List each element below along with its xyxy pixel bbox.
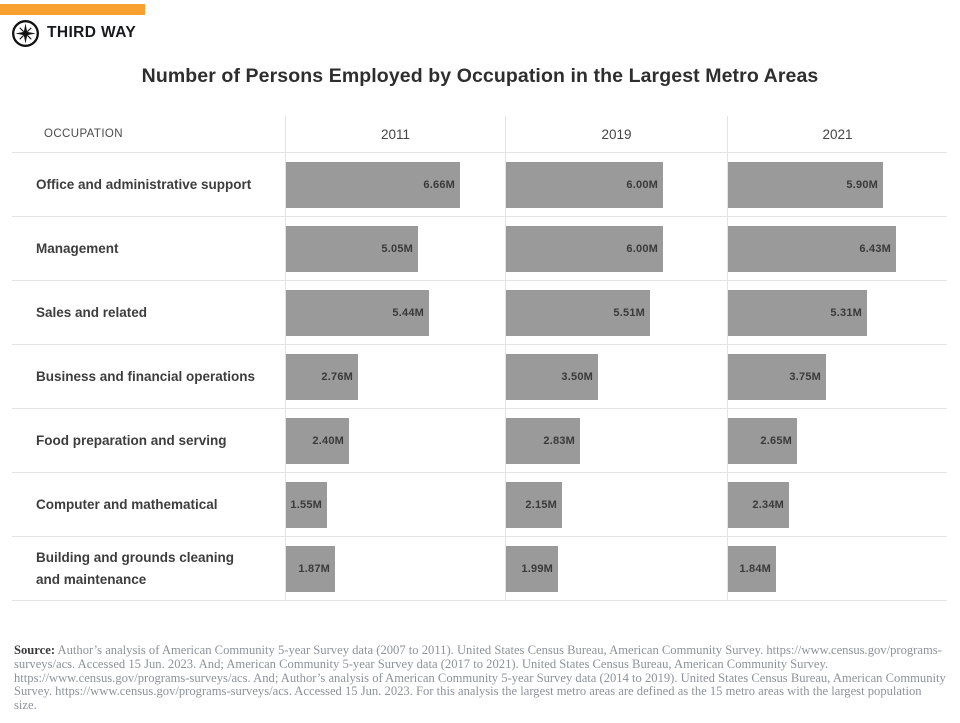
bar-value-label: 2.76M [321, 370, 353, 383]
bar-cell: 3.50M [505, 345, 727, 408]
table-body: Office and administrative support 6.66M … [12, 153, 947, 601]
bar-cell: 2.40M [285, 409, 505, 472]
source-label: Source: [14, 643, 56, 657]
value-bar: 6.00M [506, 161, 663, 208]
bar-value-label: 2.83M [543, 434, 575, 447]
table-header: OCCUPATION 2011 2019 2021 [12, 116, 947, 153]
bar-cell: 1.99M [505, 537, 727, 600]
value-bar: 1.55M [286, 481, 327, 528]
bar-value-label: 2.65M [760, 434, 792, 447]
bar-value-label: 2.34M [752, 498, 784, 511]
bar-cell: 6.00M [505, 217, 727, 280]
bar-cell: 5.90M [727, 153, 947, 216]
value-bar: 6.00M [506, 225, 663, 272]
employment-table: OCCUPATION 2011 2019 2021 Office and adm… [12, 116, 947, 601]
page-title: Number of Persons Employed by Occupation… [141, 65, 819, 87]
value-bar: 2.83M [506, 417, 580, 464]
value-bar: 6.43M [728, 225, 896, 272]
occupation-label: Food preparation and serving [36, 432, 227, 448]
column-header-2021: 2021 [727, 116, 947, 152]
occupation-column-header: OCCUPATION [44, 128, 123, 140]
bar-cell: 2.65M [727, 409, 947, 472]
bar-cell: 5.44M [285, 281, 505, 344]
bar-value-label: 1.55M [290, 498, 322, 511]
bar-cell: 3.75M [727, 345, 947, 408]
table-row: Computer and mathematical 1.55M 2.15M 2.… [12, 473, 947, 537]
value-bar: 5.05M [286, 225, 418, 272]
bar-cell: 2.76M [285, 345, 505, 408]
brand-accent-bar [0, 4, 145, 15]
table-row: Food preparation and serving 2.40M 2.83M… [12, 409, 947, 473]
value-bar: 2.40M [286, 417, 349, 464]
value-bar: 1.99M [506, 545, 558, 592]
bar-value-label: 6.43M [859, 242, 891, 255]
bar-value-label: 6.66M [423, 178, 455, 191]
occupation-label: Management [36, 240, 119, 256]
bar-value-label: 2.15M [525, 498, 557, 511]
value-bar: 5.90M [728, 161, 883, 208]
bar-value-label: 1.99M [521, 562, 553, 575]
bar-cell: 1.55M [285, 473, 505, 536]
table-row: Building and grounds cleaning and mainte… [12, 537, 947, 601]
bar-cell: 2.83M [505, 409, 727, 472]
bar-cell: 6.43M [727, 217, 947, 280]
value-bar: 1.84M [728, 545, 776, 592]
bar-value-label: 5.51M [613, 306, 645, 319]
occupation-label: Computer and mathematical [36, 496, 218, 512]
occupation-label: Office and administrative support [36, 176, 252, 192]
bar-value-label: 2.40M [312, 434, 344, 447]
bar-value-label: 5.44M [392, 306, 424, 319]
occupation-label: Sales and related [36, 304, 148, 320]
column-header-2019: 2019 [505, 116, 727, 152]
bar-value-label: 3.50M [561, 370, 593, 383]
table-row: Management 5.05M 6.00M 6.43M [12, 217, 947, 281]
bar-cell: 2.15M [505, 473, 727, 536]
source-note: Source: Author’s analysis of American Co… [14, 643, 947, 713]
bar-value-label: 6.00M [626, 242, 658, 255]
bar-cell: 6.66M [285, 153, 505, 216]
bar-cell: 5.05M [285, 217, 505, 280]
bar-cell: 1.87M [285, 537, 505, 600]
value-bar: 5.51M [506, 289, 650, 336]
bar-cell: 6.00M [505, 153, 727, 216]
bar-cell: 5.51M [505, 281, 727, 344]
bar-cell: 1.84M [727, 537, 947, 600]
column-header-2011: 2011 [285, 116, 505, 152]
value-bar: 3.50M [506, 353, 598, 400]
bar-value-label: 5.05M [381, 242, 413, 255]
value-bar: 5.44M [286, 289, 429, 336]
bar-cell: 2.34M [727, 473, 947, 536]
value-bar: 1.87M [286, 545, 335, 592]
brand-logo: THIRD WAY [11, 18, 960, 48]
bar-value-label: 5.90M [846, 178, 878, 191]
bar-value-label: 1.84M [739, 562, 771, 575]
table-row: Office and administrative support 6.66M … [12, 153, 947, 217]
bar-value-label: 6.00M [626, 178, 658, 191]
bar-value-label: 3.75M [789, 370, 821, 383]
value-bar: 2.65M [728, 417, 797, 464]
value-bar: 2.76M [286, 353, 358, 400]
brand-name: THIRD WAY [47, 24, 137, 41]
bar-value-label: 5.31M [830, 306, 862, 319]
table-row: Sales and related 5.44M 5.51M 5.31M [12, 281, 947, 345]
table-row: Business and financial operations 2.76M … [12, 345, 947, 409]
value-bar: 2.34M [728, 481, 789, 528]
value-bar: 3.75M [728, 353, 826, 400]
bar-value-label: 1.87M [298, 562, 330, 575]
value-bar: 2.15M [506, 481, 562, 528]
occupation-label: Building and grounds cleaning and mainte… [36, 549, 234, 587]
value-bar: 6.66M [286, 161, 460, 208]
source-text: Author’s analysis of American Community … [14, 643, 946, 713]
occupation-label: Business and financial operations [36, 368, 256, 384]
bar-cell: 5.31M [727, 281, 947, 344]
value-bar: 5.31M [728, 289, 867, 336]
compass-star-icon [11, 19, 40, 48]
